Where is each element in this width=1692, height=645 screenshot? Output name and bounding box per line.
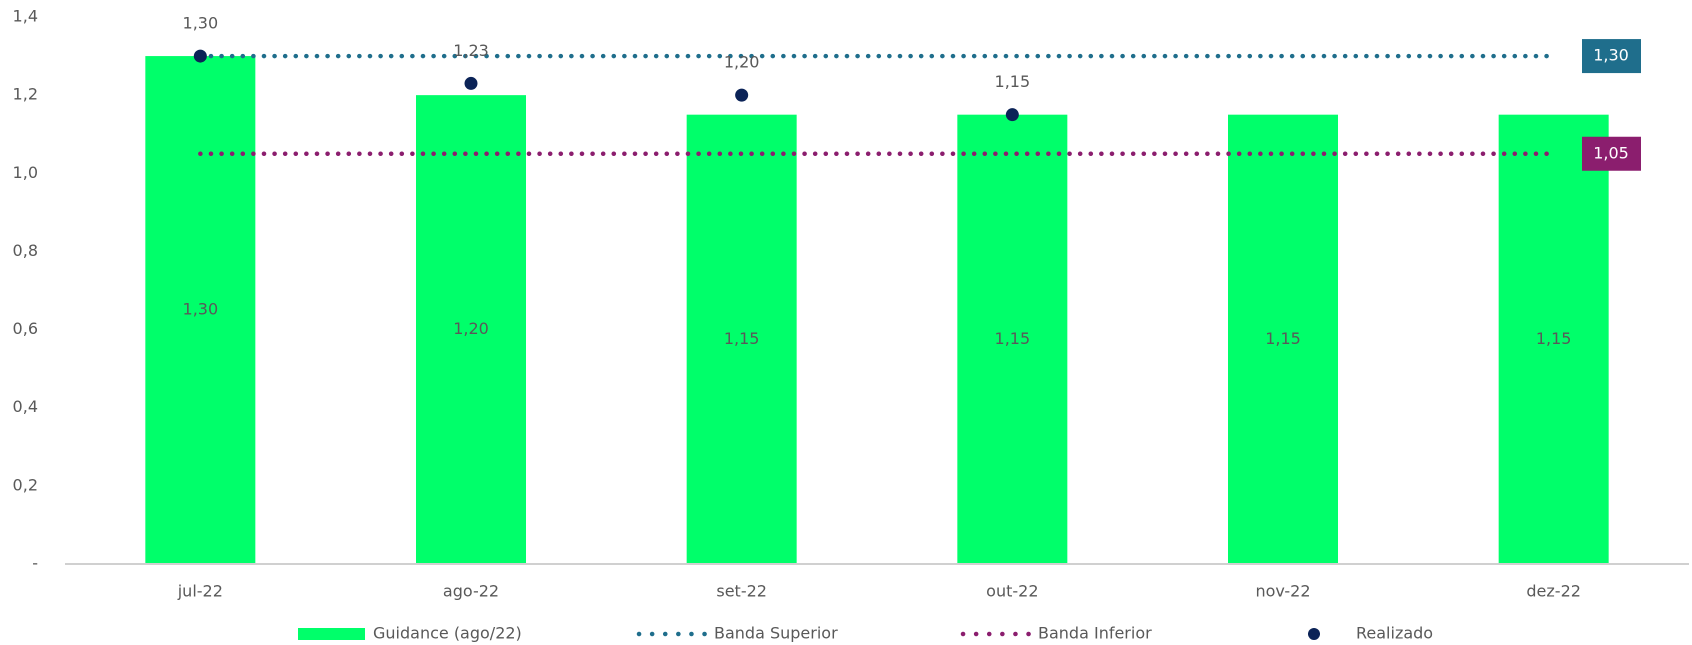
bar-label: 1,15 <box>1265 329 1301 348</box>
x-tick-label: ago-22 <box>443 582 499 601</box>
legend-label: Realizado <box>1356 624 1433 643</box>
end-label: 1,30 <box>1593 46 1629 65</box>
point-label: 1,30 <box>183 14 219 33</box>
x-tick-label: nov-22 <box>1255 582 1310 601</box>
x-tick-label: dez-22 <box>1526 582 1581 601</box>
x-tick-label: jul-22 <box>177 582 223 601</box>
bar-label: 1,20 <box>453 319 489 338</box>
point-label: 1,23 <box>453 41 489 60</box>
point-label: 1,15 <box>995 72 1031 91</box>
end-label-box <box>1582 39 1641 74</box>
legend-label: Banda Inferior <box>1038 624 1152 643</box>
end-label-box <box>1582 136 1641 171</box>
legend-swatch <box>1308 628 1320 640</box>
bar <box>686 114 797 564</box>
bar-label: 1,30 <box>183 300 219 319</box>
legend-label: Guidance (ago/22) <box>373 624 522 643</box>
bar-label: 1,15 <box>995 329 1031 348</box>
bar <box>1498 114 1609 564</box>
bar-label: 1,15 <box>1536 329 1572 348</box>
point <box>193 49 207 63</box>
y-tick-label: 1,4 <box>13 7 38 26</box>
bar <box>416 95 526 565</box>
y-tick-label: 0,6 <box>13 319 38 338</box>
point <box>464 76 478 90</box>
legend-label: Banda Superior <box>714 624 838 643</box>
y-tick-label: 0,2 <box>13 475 38 494</box>
point <box>735 88 749 102</box>
y-tick-label: 1,0 <box>13 163 38 182</box>
point-label: 1,20 <box>724 53 760 72</box>
y-tick-label: 1,2 <box>13 85 38 104</box>
end-label: 1,05 <box>1593 143 1629 162</box>
point <box>1005 108 1019 122</box>
y-tick-label: - <box>32 554 38 573</box>
bar <box>1228 114 1338 564</box>
y-tick-label: 0,8 <box>13 241 38 260</box>
x-tick-label: set-22 <box>716 582 767 601</box>
bar <box>957 114 1068 564</box>
bar-label: 1,15 <box>724 329 760 348</box>
x-tick-label: out-22 <box>986 582 1038 601</box>
legend-swatch <box>298 628 365 640</box>
bar <box>145 56 256 564</box>
y-tick-label: 0,4 <box>13 397 38 416</box>
